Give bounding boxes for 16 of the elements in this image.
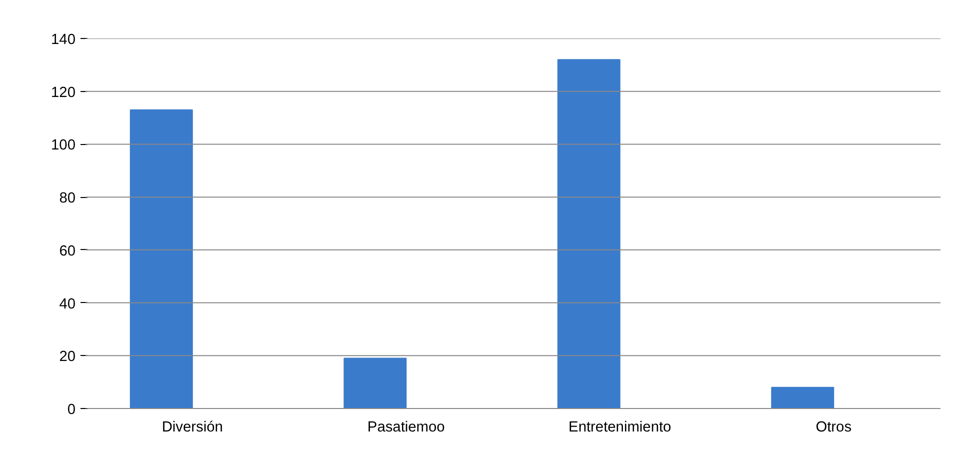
- x-tick-label: Pasatiemoo: [367, 420, 445, 436]
- y-tick-label: 0: [67, 402, 76, 418]
- bar: [344, 358, 407, 408]
- y-tick-label: 120: [51, 84, 76, 101]
- y-tick-label: 20: [59, 349, 76, 366]
- y-tick-label: 60: [59, 243, 76, 260]
- y-tick-label: 140: [51, 32, 76, 48]
- y-tick-label: 80: [59, 190, 76, 207]
- bar: [130, 109, 193, 408]
- x-tick-label: Entretenimiento: [568, 420, 672, 436]
- x-tick-label: Diversión: [162, 420, 223, 436]
- x-tick-label: Otros: [816, 420, 852, 436]
- y-tick-label: 100: [51, 138, 76, 154]
- bar: [557, 59, 620, 408]
- bar: [771, 386, 834, 408]
- y-tick-label: 40: [59, 296, 76, 312]
